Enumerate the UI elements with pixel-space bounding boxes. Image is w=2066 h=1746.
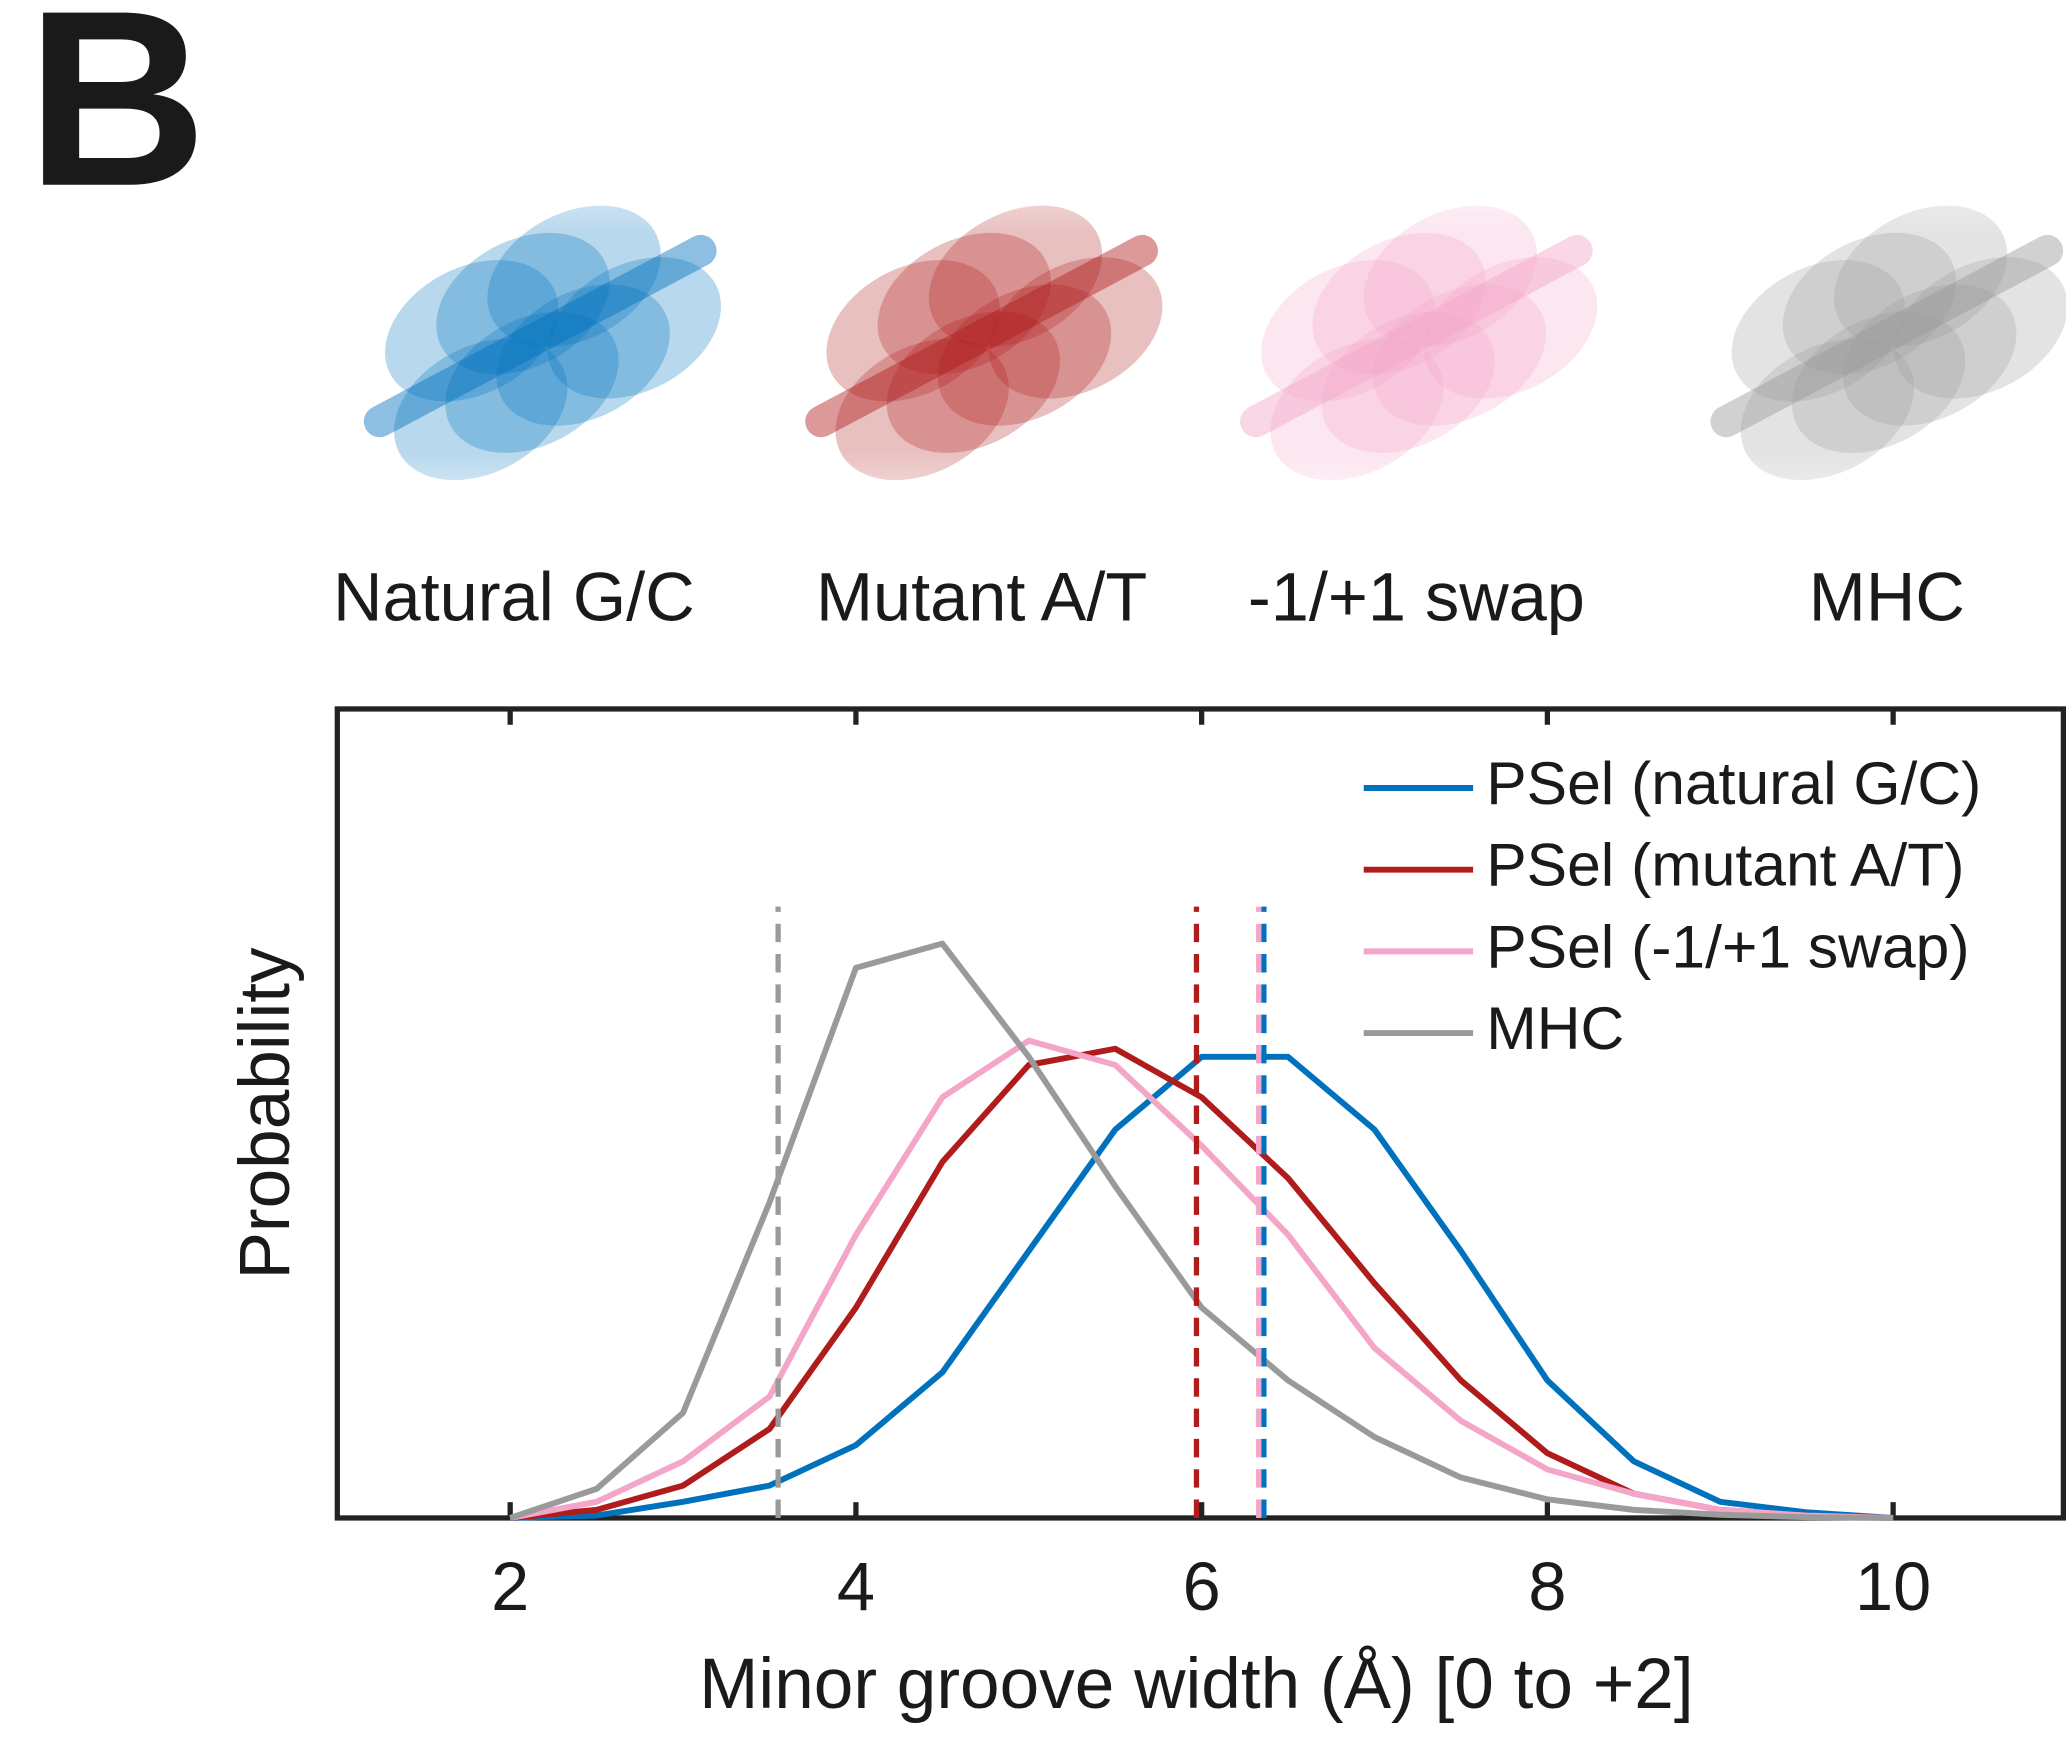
x-tick-label: 6	[1183, 1548, 1221, 1625]
x-axis-title: Minor groove width (Å) [0 to +2]	[699, 1645, 1693, 1724]
structure-label: Mutant A/T	[816, 558, 1147, 635]
legend-label: PSel (natural G/C)	[1486, 749, 1981, 817]
series-line	[510, 1053, 1894, 1521]
x-tick-label: 8	[1528, 1548, 1566, 1625]
fade	[1662, 125, 2066, 561]
panel-label: B	[26, 0, 207, 239]
legend-label: MHC	[1486, 994, 1624, 1062]
fade	[1192, 125, 1641, 561]
fade	[316, 125, 765, 561]
structure-images	[316, 125, 2066, 561]
series-line	[509, 1045, 1894, 1521]
structure-label: MHC	[1809, 558, 1965, 635]
x-tick-label: 10	[1855, 1548, 1931, 1625]
legend-label: PSel (-1/+1 swap)	[1486, 912, 1969, 980]
structure-label: Natural G/C	[333, 558, 695, 635]
y-axis-title: Probability	[226, 947, 305, 1280]
x-tick-label: 2	[491, 1548, 529, 1625]
series-line	[509, 940, 1894, 1521]
legend-label: PSel (mutant A/T)	[1486, 831, 1964, 899]
series-line	[509, 1037, 1894, 1521]
fade	[757, 125, 1206, 561]
x-tick-label: 4	[837, 1548, 875, 1625]
structure-label: -1/+1 swap	[1248, 558, 1585, 635]
